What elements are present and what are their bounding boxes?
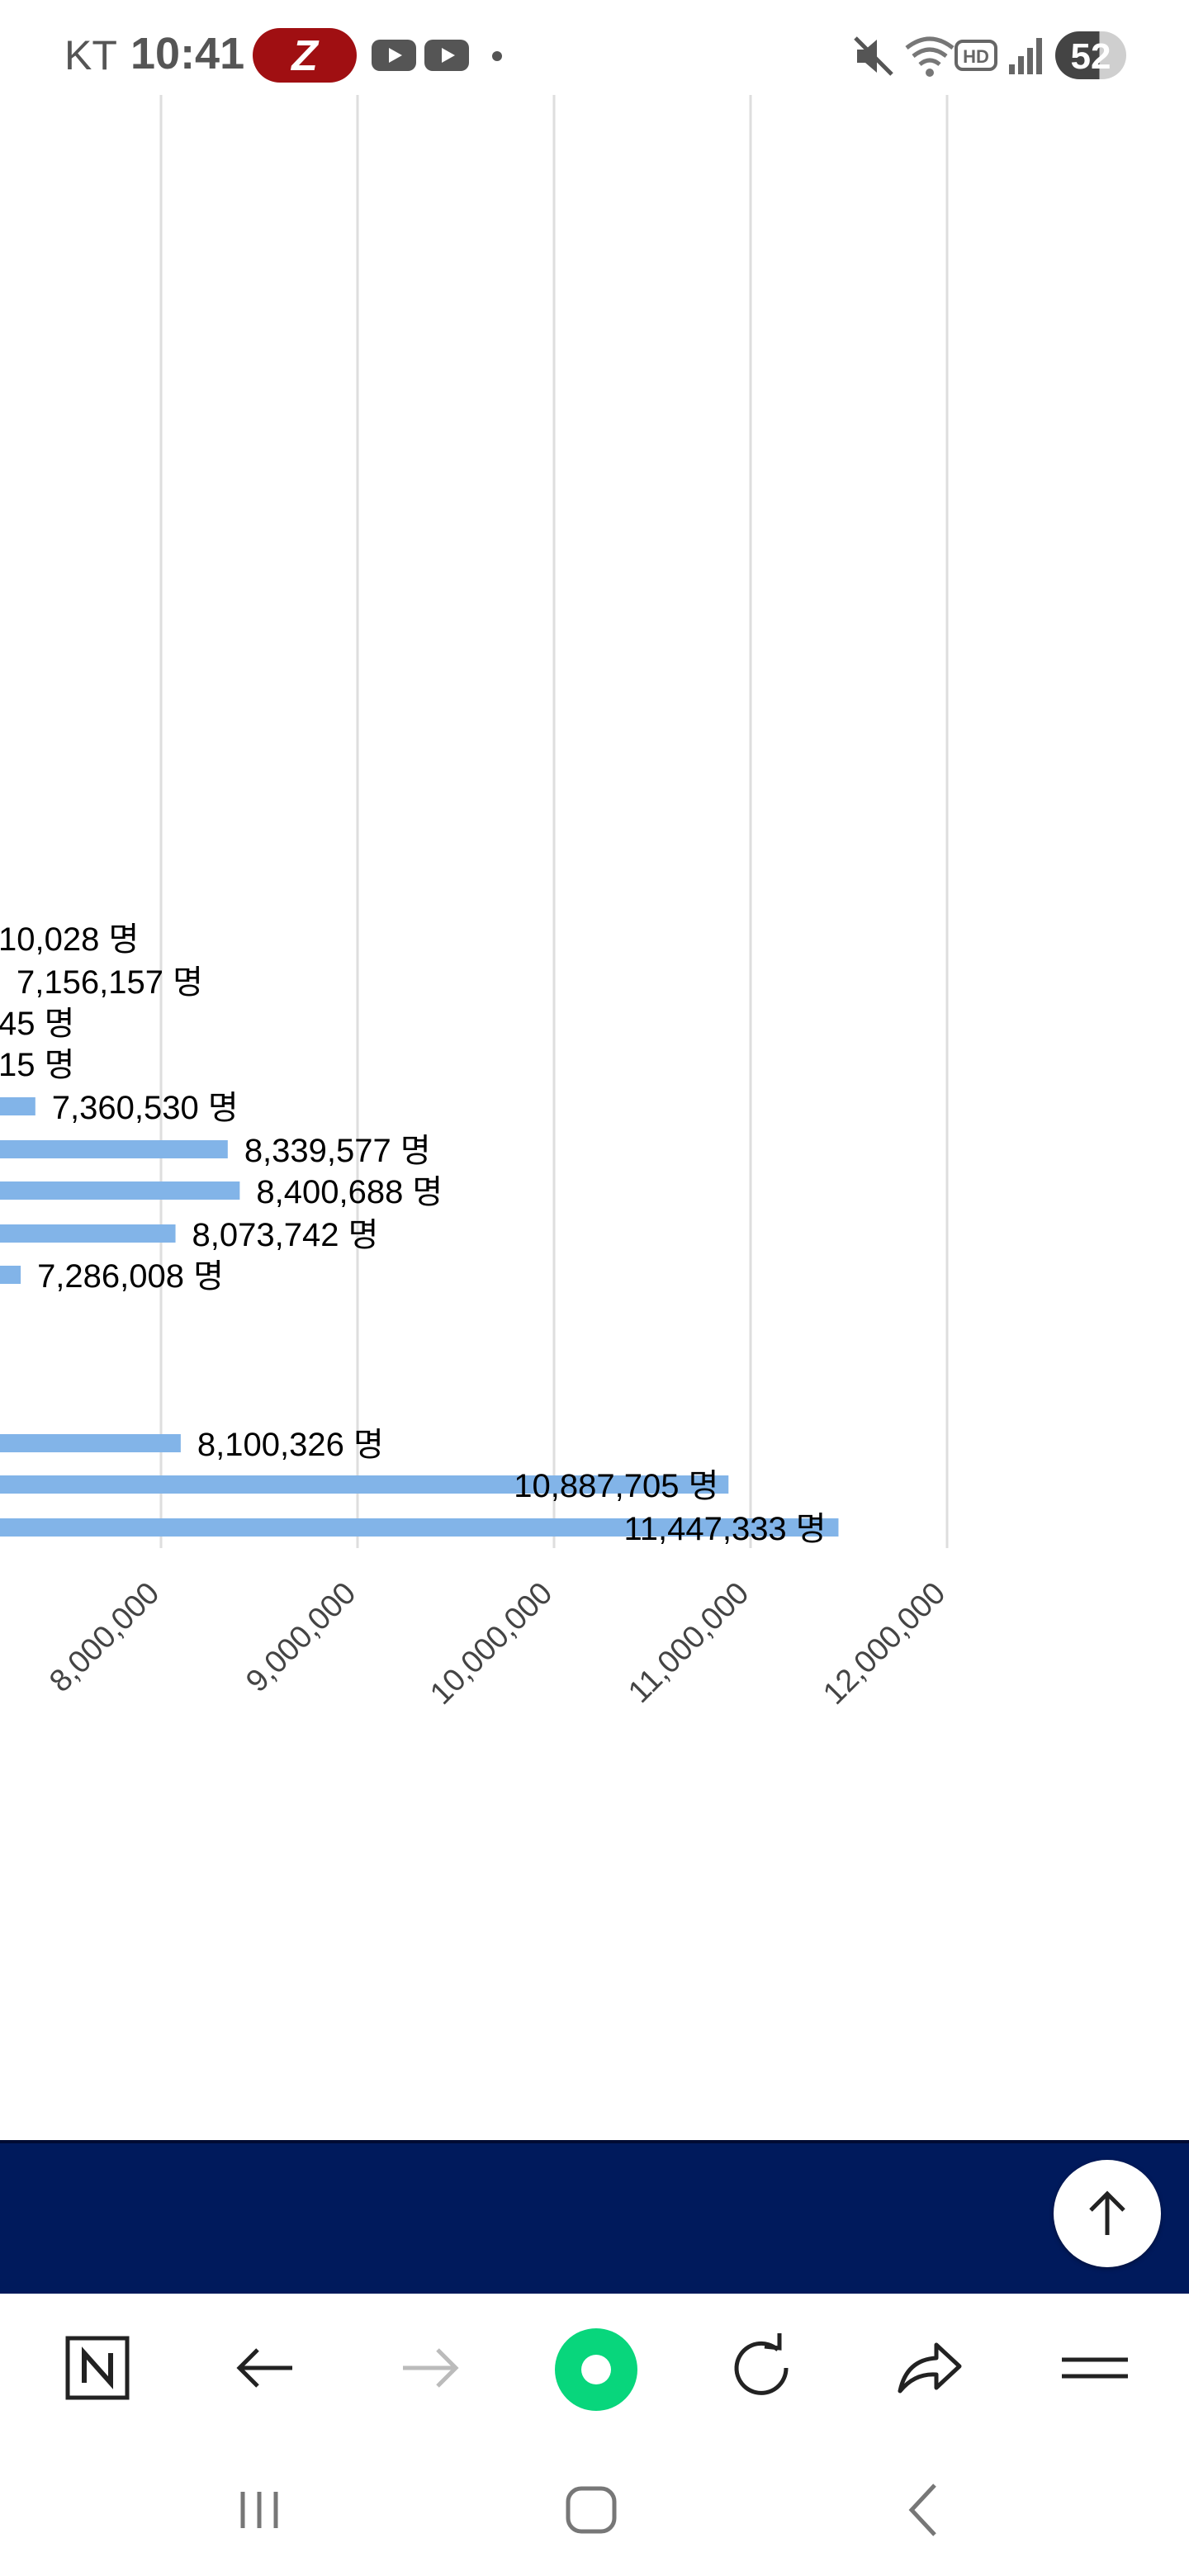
carrier-label: KT — [64, 32, 117, 78]
chart-grid — [159, 95, 949, 1548]
back-arrow-icon — [236, 2348, 292, 2388]
bar-value-label: 11,447,333 명 — [623, 1511, 826, 1547]
home-button[interactable] — [542, 2460, 641, 2559]
chart-bar — [0, 1475, 729, 1494]
hd-icon: HD — [955, 40, 997, 71]
bar-value-label: 8,073,742 명 — [192, 1217, 379, 1253]
mute-icon — [854, 36, 893, 76]
x-tick-label: 9,000,000 — [239, 1576, 362, 1699]
battery-icon: 52 — [1055, 31, 1126, 79]
green-dot-icon — [555, 2328, 637, 2411]
bar-value-label: 8,339,577 명 — [244, 1133, 431, 1169]
chart-bars — [0, 1097, 839, 1537]
menu-icon — [1062, 2357, 1128, 2379]
forward-arrow-icon — [403, 2348, 459, 2388]
bar-value-label: 10,028 명 — [0, 921, 139, 958]
bar-value-label: 45 명 — [0, 1006, 74, 1042]
back-button[interactable] — [223, 2327, 306, 2409]
refresh-button[interactable] — [720, 2327, 803, 2409]
bar-value-label: 8,100,326 명 — [197, 1427, 384, 1463]
x-tick-label: 11,000,000 — [622, 1576, 756, 1710]
x-tick-label: 12,000,000 — [817, 1576, 952, 1712]
recent-apps-icon — [240, 2492, 278, 2528]
bar-value-label: 10,887,705 명 — [514, 1468, 718, 1504]
forward-button[interactable] — [390, 2327, 472, 2409]
chart-bar — [0, 1140, 228, 1158]
z-app-icon: Z — [253, 28, 357, 83]
chart-x-axis-ticks: 8,000,000 9,000,000 10,000,000 11,000,000 12… — [43, 1576, 952, 1712]
chart-bar — [0, 1224, 176, 1243]
system-navigation-bar — [0, 2444, 1189, 2576]
wifi-icon — [905, 36, 955, 77]
bar-value-label: 7,156,157 명 — [17, 964, 203, 1001]
bar-value-label: 15 명 — [0, 1047, 74, 1083]
chart-bar — [0, 1434, 181, 1452]
battery-level: 52 — [1070, 36, 1111, 77]
arrow-up-icon — [1089, 2190, 1125, 2235]
signal-icon — [1009, 38, 1042, 74]
home-icon — [566, 2486, 617, 2534]
page-footer — [0, 2140, 1189, 2294]
chart-bar — [0, 1266, 21, 1284]
browser-toolbar — [0, 2294, 1189, 2444]
svg-text:HD: HD — [963, 46, 989, 67]
x-tick-label: 10,000,000 — [424, 1576, 559, 1712]
back-nav-button[interactable] — [875, 2460, 974, 2559]
horizontal-bar-chart: 10,028 명7,156,157 명45 명15 명7,360,530 명8,… — [0, 95, 952, 1712]
bar-value-label: 7,286,008 명 — [37, 1258, 224, 1295]
refresh-icon — [734, 2333, 789, 2395]
chart-value-labels: 10,028 명7,156,157 명45 명15 명7,360,530 명8,… — [0, 921, 827, 1547]
status-bar: KT 10:41 Z HD 52 — [0, 0, 1189, 107]
recent-apps-button[interactable] — [210, 2460, 309, 2559]
naver-home-icon — [65, 2336, 130, 2400]
z-app-icon-letter: Z — [291, 32, 318, 80]
youtube-icon — [372, 40, 416, 71]
share-icon — [898, 2342, 962, 2394]
scroll-to-top-button[interactable] — [1054, 2160, 1161, 2267]
back-icon — [908, 2484, 936, 2536]
dot-icon — [492, 51, 502, 61]
menu-button[interactable] — [1054, 2327, 1136, 2409]
share-button[interactable] — [887, 2327, 969, 2409]
x-tick-label: 8,000,000 — [43, 1576, 166, 1699]
green-dot-button[interactable] — [553, 2327, 637, 2411]
chart-bar — [0, 1097, 36, 1115]
youtube-icon — [424, 40, 469, 71]
chart-bar — [0, 1518, 839, 1537]
naver-home-button[interactable] — [56, 2327, 139, 2409]
clock: 10:41 — [130, 29, 245, 78]
bar-value-label: 8,400,688 명 — [256, 1174, 443, 1210]
chart-bar — [0, 1181, 240, 1200]
bar-value-label: 7,360,530 명 — [52, 1090, 239, 1126]
